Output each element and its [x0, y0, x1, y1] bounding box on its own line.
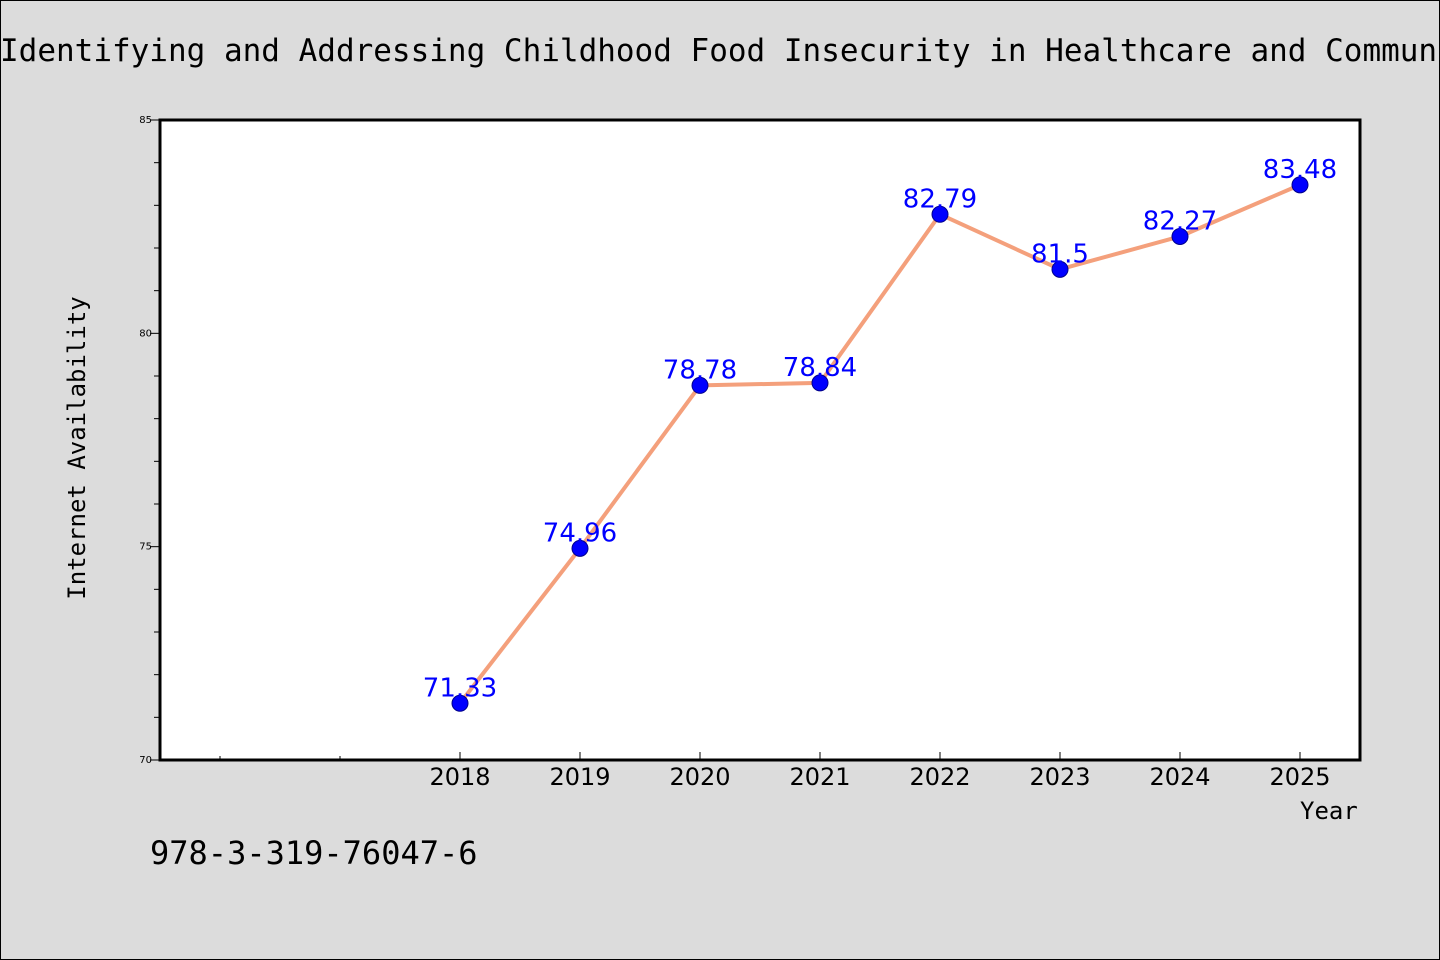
x-axis-label: Year: [1300, 797, 1358, 825]
y-axis-ticks: 70 75 80 85: [139, 115, 160, 766]
x-tick-label: 2020: [669, 763, 730, 791]
x-tick-label: 2023: [1029, 763, 1090, 791]
series-group: 71.33 74.96 78.78 78.84 82.79 81.5 82.27 83.48: [423, 155, 1337, 712]
data-label: 81.5: [1031, 239, 1089, 269]
series-line: [458, 183, 1301, 705]
x-tick-label: 2024: [1149, 763, 1210, 791]
y-tick-label: 75: [139, 542, 152, 553]
x-tick-label: 2022: [909, 763, 970, 791]
data-point: [571, 539, 589, 557]
data-label: 74.96: [543, 518, 617, 548]
data-point: [691, 376, 709, 394]
data-point: [451, 694, 469, 712]
data-point: [1291, 176, 1309, 194]
x-tick-label: 2019: [549, 763, 610, 791]
data-label: 82.79: [903, 184, 977, 214]
isbn-text: 978-3-319-76047-6: [150, 834, 478, 872]
data-label: 82.27: [1143, 206, 1217, 236]
y-tick-label: 80: [139, 328, 152, 339]
data-label: 78.78: [663, 355, 737, 385]
x-axis-ticks: 2018 2019 2020 2021 2022 2023 2024 2025: [219, 752, 1331, 791]
chart-title: Identifying and Addressing Childhood Foo…: [0, 33, 1440, 69]
data-point: [1051, 260, 1069, 278]
data-point: [1171, 227, 1189, 245]
data-point: [931, 205, 949, 223]
data-point: [811, 374, 829, 392]
plot-area: [158, 118, 1362, 762]
x-tick-label: 2021: [789, 763, 850, 791]
y-tick-label: 85: [139, 115, 152, 126]
x-tick-label: 2025: [1269, 763, 1330, 791]
y-axis-label: Internet Availability: [63, 296, 91, 600]
data-label: 78.84: [783, 353, 857, 383]
data-label: 83.48: [1263, 155, 1337, 185]
y-tick-label: 70: [139, 755, 152, 766]
data-label: 71.33: [423, 673, 497, 703]
x-tick-label: 2018: [429, 763, 490, 791]
